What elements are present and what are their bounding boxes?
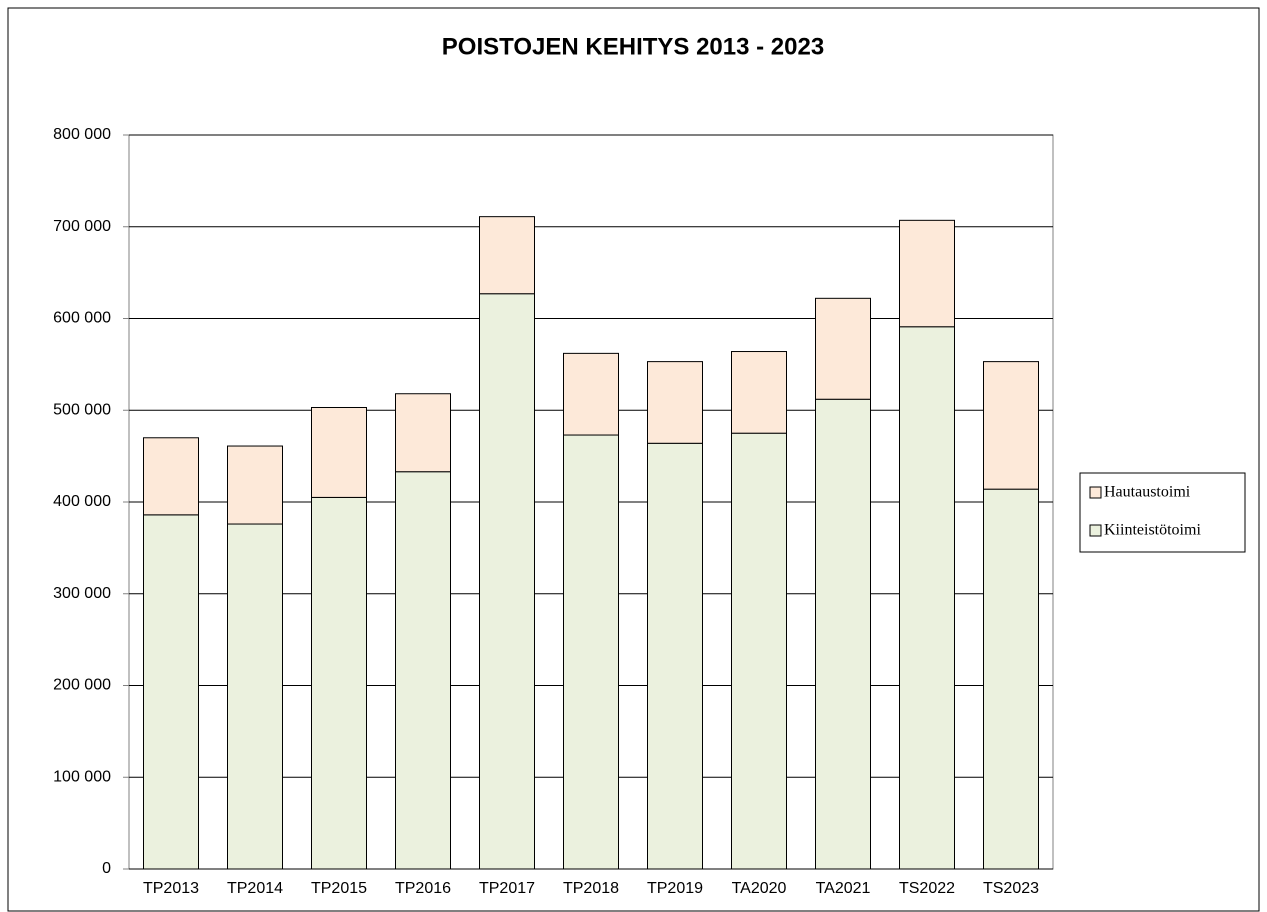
legend-swatch: [1089, 486, 1102, 499]
bar: [731, 432, 787, 870]
bar: [647, 361, 703, 444]
bar: [647, 442, 703, 870]
bar: [143, 437, 199, 516]
x-tick-label: TP2015: [311, 880, 367, 897]
y-tick-label: 0: [102, 860, 111, 877]
legend-swatch: [1089, 524, 1102, 537]
x-tick-label: TA2020: [732, 880, 787, 897]
bar: [983, 361, 1039, 490]
bar: [227, 523, 283, 870]
x-tick-label: TP2019: [647, 880, 703, 897]
bar: [227, 445, 283, 525]
y-tick-label: 600 000: [53, 310, 111, 327]
bar: [563, 434, 619, 870]
bar: [395, 471, 451, 870]
bar: [815, 398, 871, 870]
bar: [143, 514, 199, 870]
x-tick-label: TP2016: [395, 880, 451, 897]
y-tick-label: 700 000: [53, 218, 111, 235]
bar: [731, 351, 787, 434]
bar: [479, 216, 535, 295]
bar: [395, 393, 451, 473]
bar: [479, 293, 535, 870]
bar: [311, 406, 367, 498]
y-tick-label: 800 000: [53, 126, 111, 143]
bar: [815, 297, 871, 400]
legend: [1079, 472, 1246, 553]
x-tick-label: TP2013: [143, 880, 199, 897]
y-tick-label: 500 000: [53, 401, 111, 418]
legend-label: Hautaustoimi: [1104, 484, 1191, 501]
x-tick-label: TP2018: [563, 880, 619, 897]
x-tick-label: TP2014: [227, 880, 283, 897]
bar: [563, 352, 619, 436]
x-tick-label: TP2017: [479, 880, 535, 897]
y-tick-label: 100 000: [53, 768, 111, 785]
x-tick-label: TA2021: [816, 880, 871, 897]
bar: [899, 326, 955, 870]
y-tick-label: 200 000: [53, 677, 111, 694]
y-tick-label: 400 000: [53, 493, 111, 510]
x-tick-label: TS2022: [899, 880, 955, 897]
legend-label: Kiinteistötoimi: [1104, 522, 1201, 539]
y-tick-label: 300 000: [53, 585, 111, 602]
bar: [311, 496, 367, 870]
bar: [899, 219, 955, 328]
bar: [983, 488, 1039, 870]
x-tick-label: TS2023: [983, 880, 1039, 897]
chart-title: POISTOJEN KEHITYS 2013 - 2023: [442, 33, 824, 60]
